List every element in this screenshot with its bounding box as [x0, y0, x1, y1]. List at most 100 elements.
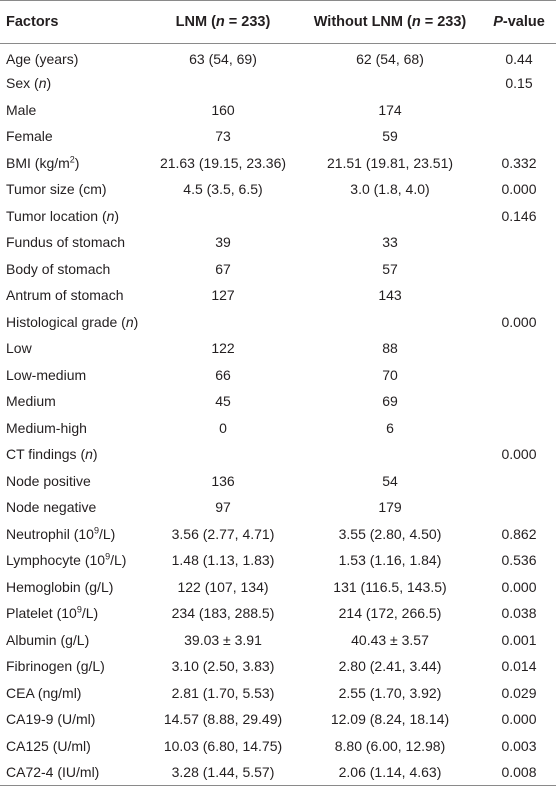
- row-label: Node positive: [6, 472, 91, 489]
- cell-p-value: 0.44: [505, 50, 533, 67]
- cell-lnm: 66: [215, 366, 231, 383]
- factors-table: Factors LNM (n = 233) Without LNM (n = 2…: [0, 0, 556, 786]
- cell-lnm: 0: [219, 419, 227, 436]
- cell-p-value: 0.014: [501, 658, 537, 675]
- row-label: Female: [6, 128, 53, 145]
- cell-p-value: [482, 229, 556, 256]
- cell-without-lnm: [298, 203, 482, 230]
- cell-without-lnm: 6: [386, 419, 394, 436]
- row-label: CT findings (n): [6, 446, 98, 463]
- cell-without-lnm: 69: [382, 393, 398, 410]
- row-label: Neutrophil (109/L): [6, 525, 116, 542]
- row-label: Medium: [6, 393, 56, 410]
- cell-lnm: 122: [211, 340, 235, 357]
- cell-lnm: 136: [211, 472, 235, 489]
- cell-lnm: 45: [215, 393, 231, 410]
- table-row: Node positive 136 54: [0, 468, 556, 495]
- cell-without-lnm: 174: [378, 101, 402, 118]
- row-label: Body of stomach: [6, 260, 111, 277]
- row-label: Histological grade (n): [6, 313, 139, 330]
- cell-lnm: 3.10 (2.50, 3.83): [171, 658, 275, 675]
- cell-without-lnm: 54: [382, 472, 398, 489]
- row-label: Medium-high: [6, 419, 87, 436]
- cell-without-lnm: 12.09 (8.24, 18.14): [330, 711, 450, 728]
- row-label: Albumin (g/L): [6, 631, 90, 648]
- table-row: Medium-high 0 6: [0, 415, 556, 442]
- cell-p-value: [482, 494, 556, 521]
- row-label: CA125 (U/ml): [6, 737, 91, 754]
- cell-lnm: 3.28 (1.44, 5.57): [148, 759, 298, 786]
- cell-without-lnm: 40.43 ± 3.57: [351, 631, 429, 648]
- cell-without-lnm: 131 (116.5, 143.5): [333, 578, 447, 595]
- cell-without-lnm: 33: [382, 234, 398, 251]
- cell-lnm: [148, 70, 298, 97]
- cell-without-lnm: 21.51 (19.81, 23.51): [326, 154, 454, 171]
- table-row: CA72-4 (IU/ml) 3.28 (1.44, 5.57) 2.06 (1…: [0, 759, 556, 786]
- table-row: Medium 45 69: [0, 388, 556, 415]
- table-row: Female 73 59: [0, 123, 556, 150]
- cell-p-value: 0.029: [501, 684, 537, 701]
- cell-lnm: [148, 441, 298, 468]
- header-row: Factors LNM (n = 233) Without LNM (n = 2…: [0, 0, 556, 44]
- cell-lnm: 39: [215, 234, 231, 251]
- cell-lnm: 234 (183, 288.5): [171, 605, 275, 622]
- cell-without-lnm: 59: [382, 128, 398, 145]
- cell-lnm: 63 (54, 69): [189, 50, 257, 67]
- table-row: Low-medium 66 70: [0, 362, 556, 389]
- table-row: Tumor location (n) 0.146: [0, 203, 556, 230]
- table-row: Body of stomach 67 57: [0, 256, 556, 283]
- table-row: Sex (n) 0.15: [0, 70, 556, 97]
- cell-lnm: 2.81 (1.70, 5.53): [171, 684, 275, 701]
- cell-p-value: 0.000: [501, 313, 537, 330]
- cell-p-value: [482, 123, 556, 150]
- cell-lnm: 1.48 (1.13, 1.83): [171, 552, 275, 569]
- header-factors: Factors: [0, 0, 148, 44]
- table-row: Histological grade (n) 0.000: [0, 309, 556, 336]
- cell-p-value: 0.146: [501, 207, 537, 224]
- cell-p-value: 0.332: [501, 154, 537, 171]
- table-row: Fundus of stomach 39 33: [0, 229, 556, 256]
- cell-without-lnm: 2.06 (1.14, 4.63): [298, 759, 482, 786]
- row-label: Low: [6, 340, 32, 357]
- table-row: CA19-9 (U/ml) 14.57 (8.88, 29.49) 12.09 …: [0, 706, 556, 733]
- table-row: Low 122 88: [0, 335, 556, 362]
- cell-without-lnm: 143: [378, 287, 402, 304]
- table-row: Fibrinogen (g/L) 3.10 (2.50, 3.83) 2.80 …: [0, 653, 556, 680]
- cell-without-lnm: 2.80 (2.41, 3.44): [338, 658, 442, 675]
- cell-without-lnm: 88: [382, 340, 398, 357]
- cell-p-value: 0.038: [501, 605, 537, 622]
- row-label: Age (years): [6, 50, 79, 67]
- row-label: Sex (n): [6, 75, 52, 92]
- cell-without-lnm: 2.55 (1.70, 3.92): [338, 684, 442, 701]
- row-label: Tumor location (n): [6, 207, 120, 224]
- cell-p-value: [482, 415, 556, 442]
- table-row: Albumin (g/L) 39.03 ± 3.91 40.43 ± 3.57 …: [0, 627, 556, 654]
- cell-p-value: 0.001: [501, 631, 537, 648]
- row-label: Node negative: [6, 499, 97, 516]
- cell-p-value: [482, 362, 556, 389]
- header-p-value: P-value: [482, 0, 556, 44]
- cell-p-value: 0.536: [501, 552, 537, 569]
- table-row: Lymphocyte (109/L) 1.48 (1.13, 1.83) 1.5…: [0, 547, 556, 574]
- row-label: CEA (ng/ml): [6, 684, 82, 701]
- cell-lnm: [148, 203, 298, 230]
- cell-without-lnm: 57: [382, 260, 398, 277]
- cell-p-value: [482, 468, 556, 495]
- cell-without-lnm: 70: [382, 366, 398, 383]
- cell-without-lnm: 3.55 (2.80, 4.50): [338, 525, 442, 542]
- cell-lnm: 122 (107, 134): [177, 578, 269, 595]
- table-row: Hemoglobin (g/L) 122 (107, 134) 131 (116…: [0, 574, 556, 601]
- cell-p-value: 0.008: [482, 759, 556, 786]
- cell-lnm: 67: [215, 260, 231, 277]
- row-label: Lymphocyte (109/L): [6, 551, 127, 569]
- table-row: CA125 (U/ml) 10.03 (6.80, 14.75) 8.80 (6…: [0, 733, 556, 760]
- cell-without-lnm: [298, 441, 482, 468]
- cell-lnm: 73: [215, 128, 231, 145]
- table-row: CT findings (n) 0.000: [0, 441, 556, 468]
- cell-p-value: 0.000: [501, 711, 537, 728]
- row-label: Fundus of stomach: [6, 234, 126, 251]
- cell-without-lnm: [298, 309, 482, 336]
- row-label: CA19-9 (U/ml): [6, 711, 96, 728]
- row-label: Antrum of stomach: [6, 287, 124, 304]
- cell-p-value: 0.000: [501, 578, 537, 595]
